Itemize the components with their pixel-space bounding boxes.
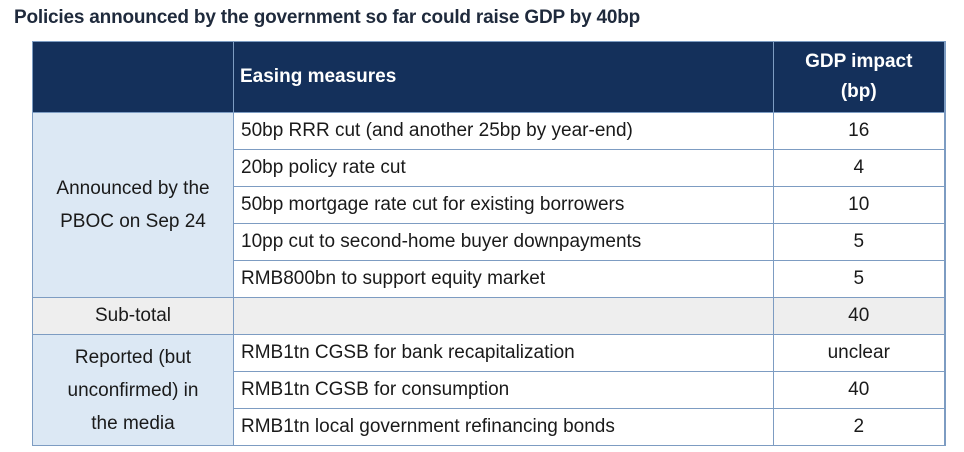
impact-cell: 5 [773,223,946,261]
measure-cell: RMB1tn local government refinancing bond… [233,408,774,446]
chart-title: Policies announced by the government so … [14,7,641,28]
group-label-pboc: Announced by the PBOC on Sep 24 [32,112,234,298]
subtotal-row: Sub-total 40 [32,297,946,335]
group-label-media: Reported (but unconfirmed) in the media [32,334,234,446]
measure-cell: RMB1tn CGSB for bank recapitalization [233,334,774,372]
measure-cell: RMB800bn to support equity market [233,260,774,298]
header-impact-line2: (bp) [840,81,877,102]
header-blank-cell [32,41,234,113]
measure-cell: 50bp RRR cut (and another 25bp by year-e… [233,112,774,150]
impact-cell: 4 [773,149,946,187]
group-label-line: Announced by the [56,178,210,199]
subtotal-impact: 40 [773,297,946,335]
impact-cell: 2 [773,408,946,446]
header-impact-line1: GDP impact [805,51,913,72]
table-row: Announced by the PBOC on Sep 24 50bp RRR… [32,112,946,298]
measure-cell: 10pp cut to second-home buyer downpaymen… [233,223,774,261]
table-row: 50bp mortgage rate cut for existing borr… [33,186,946,224]
group-label-line: Reported (but [74,346,192,368]
measure-cell: 20bp policy rate cut [233,149,774,187]
table-row: RMB800bn to support equity market 5 [33,260,946,298]
impact-cell: 5 [773,260,946,298]
subtotal-label: Sub-total [32,297,234,335]
measure-cell: 50bp mortgage rate cut for existing borr… [233,186,774,224]
impact-cell: 40 [773,371,946,409]
table-row: 20bp policy rate cut 4 [33,149,946,187]
measure-cell: RMB1tn CGSB for consumption [233,371,774,409]
group-label-line: the media [91,412,175,434]
table-row: RMB1tn local government refinancing bond… [33,408,946,446]
header-measures: Easing measures [233,41,774,113]
impact-cell: 10 [773,186,946,224]
group-label-line: PBOC on Sep 24 [60,211,206,232]
group-label-line: unconfirmed) in [67,379,199,401]
table-row: 10pp cut to second-home buyer downpaymen… [33,223,946,261]
policy-table: Easing measures GDP impact (bp) Announce… [32,41,946,446]
table-row: Reported (but unconfirmed) in the media … [32,334,946,446]
impact-cell: 16 [773,112,946,150]
header-impact: GDP impact (bp) [773,41,946,113]
impact-cell: unclear [773,334,946,372]
header-row: Easing measures GDP impact (bp) [32,41,946,113]
subtotal-blank-cell [233,297,774,335]
